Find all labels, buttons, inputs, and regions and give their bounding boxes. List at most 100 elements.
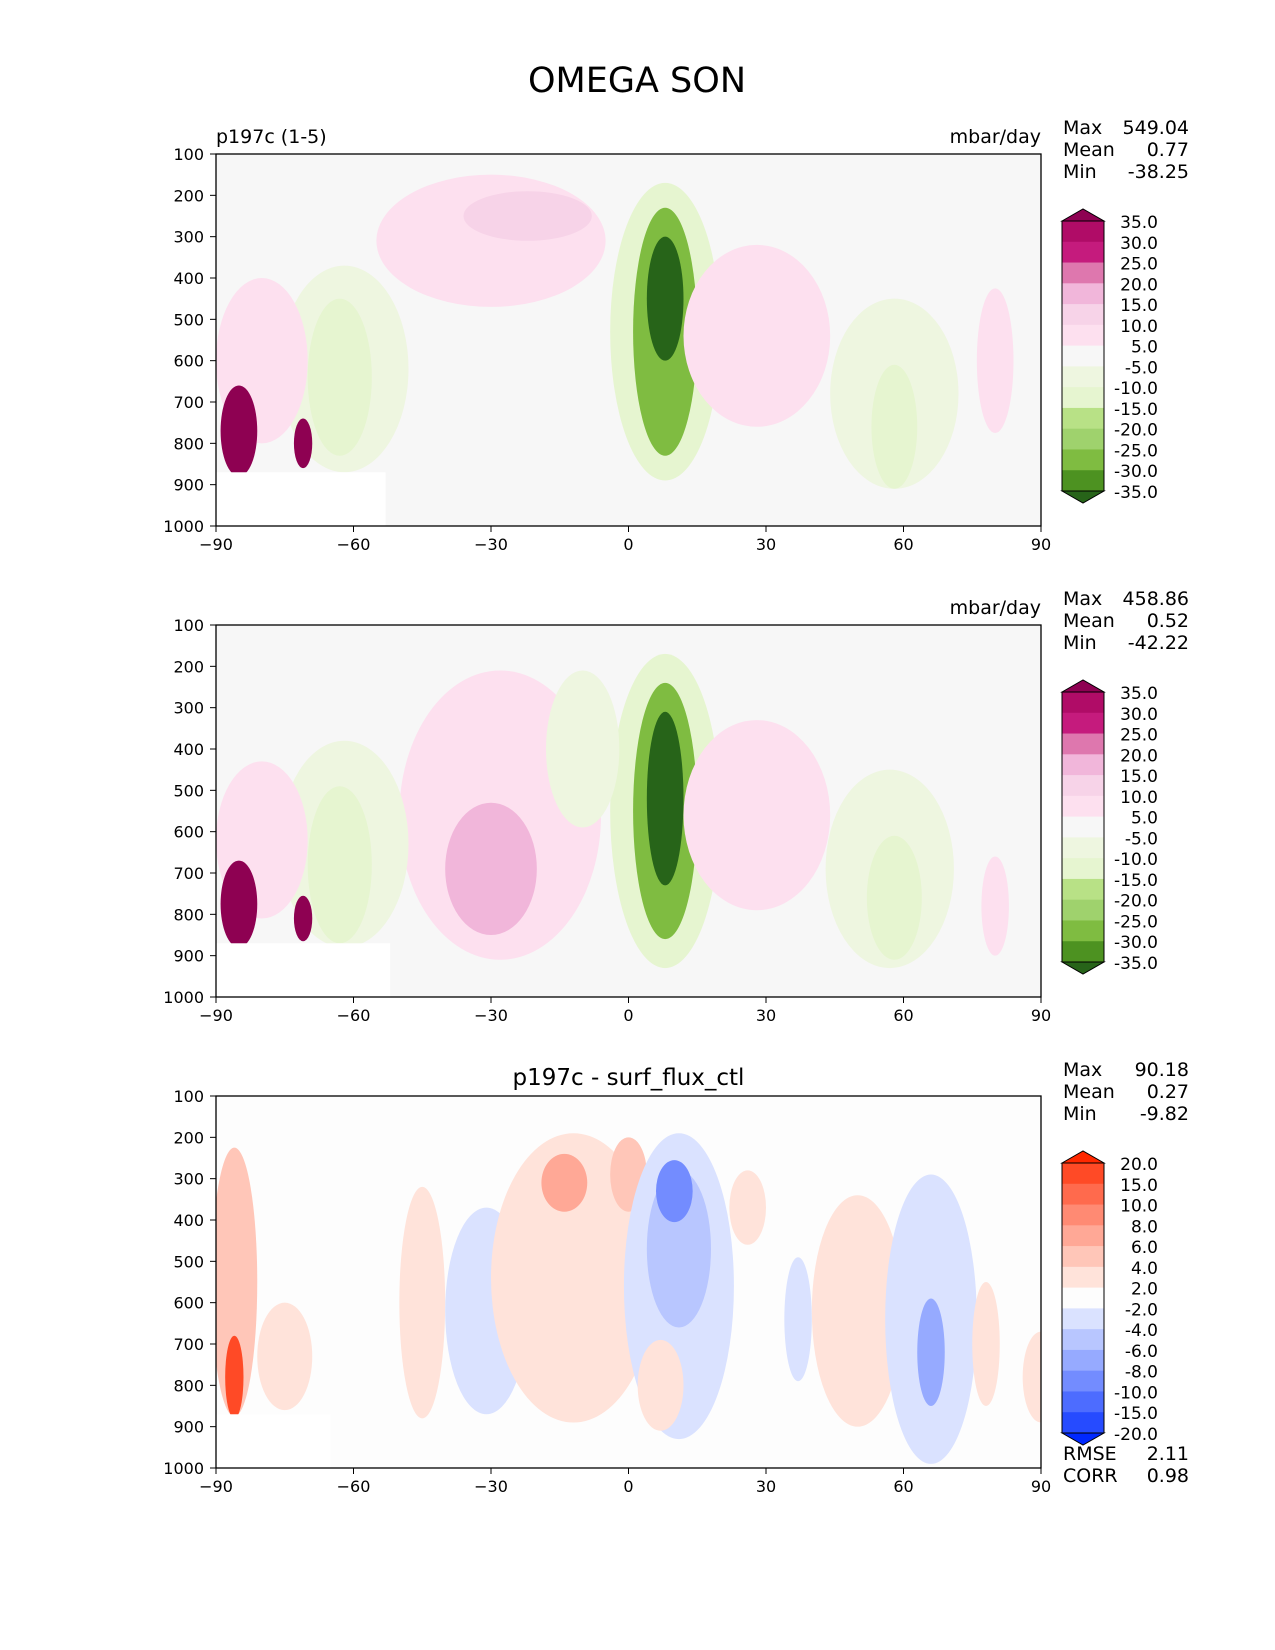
x-tick-label: 0	[623, 1477, 633, 1496]
contour-feature	[646, 236, 684, 361]
field	[216, 625, 1041, 997]
colorbar-segment	[1062, 345, 1104, 367]
x-tick-label: 60	[893, 535, 913, 554]
colorbar: 35.030.025.020.015.010.05.0-5.0-10.0-15.…	[1060, 208, 1158, 504]
colorbar-segment	[1062, 712, 1104, 735]
contour-feature	[646, 711, 684, 886]
stat-label: Min	[1063, 632, 1097, 654]
colorbar-segment	[1062, 941, 1104, 963]
x-tick-label: 90	[1031, 1477, 1051, 1496]
panel-model: −90 −60 −30 0 30 60 90 100 200 300 400 500 600 700 800…	[163, 117, 1189, 554]
x-tick-label: 60	[893, 1477, 913, 1496]
y-tick-label: 1000	[163, 517, 204, 536]
contour-feature	[376, 174, 606, 307]
colorbar-tick-label: 10.0	[1120, 1197, 1158, 1217]
colorbar-extend-max	[1060, 208, 1106, 222]
y-tick-label: 900	[173, 947, 204, 966]
colorbar-tick-label: -4.0	[1125, 1321, 1158, 1341]
colorbar-tick-label: 20.0	[1120, 1155, 1158, 1175]
y-tick-label: 300	[173, 228, 204, 247]
y-tick-label: 1000	[163, 1459, 204, 1478]
x-tick-label: −90	[199, 1477, 233, 1496]
colorbar: 35.030.025.020.015.010.05.0-5.0-10.0-15.…	[1060, 679, 1158, 975]
colorbar-tick-label: 8.0	[1131, 1217, 1158, 1237]
y-tick-label: 700	[173, 1335, 204, 1354]
colorbar-tick-label: 20.0	[1120, 746, 1158, 766]
colorbar-tick-label: -15.0	[1114, 871, 1158, 891]
colorbar-tick-label: 10.0	[1120, 317, 1158, 337]
y-tick-label: 600	[173, 823, 204, 842]
contour-feature	[637, 1339, 684, 1431]
colorbar-tick-label: -25.0	[1114, 912, 1158, 932]
x-tick-label: 30	[756, 535, 776, 554]
colorbar-extend-min	[1060, 961, 1106, 975]
colorbar-tick-label: 25.0	[1120, 726, 1158, 746]
y-tick-label: 900	[173, 476, 204, 495]
stat-value: 0.77	[1147, 139, 1189, 161]
figure-title: OMEGA SON	[528, 61, 746, 101]
panel-center-title: p197c - surf_flux_ctl	[513, 1065, 745, 1091]
colorbar-tick-label: 35.0	[1120, 213, 1158, 233]
colorbar-frame	[1061, 220, 1105, 492]
contour-feature	[917, 1298, 945, 1407]
y-tick-label: 500	[173, 1252, 204, 1271]
footer-stat-value: 2.11	[1147, 1443, 1189, 1465]
panel-reference: −90 −60 −30 0 30 60 90 100 200 300 400 500 600 700 800…	[163, 588, 1189, 1025]
contour-feature	[293, 418, 313, 469]
colorbar-segment	[1062, 754, 1104, 776]
contour-feature	[656, 1160, 693, 1223]
colorbar-tick-label: 30.0	[1120, 234, 1158, 254]
stat-value: 549.04	[1123, 117, 1189, 139]
field	[216, 1096, 1041, 1468]
colorbar-segment	[1062, 324, 1104, 347]
y-tick-label: 200	[173, 657, 204, 676]
colorbar-segment	[1062, 1308, 1104, 1330]
y-tick-label: 400	[173, 1211, 204, 1230]
stat-label: Min	[1063, 161, 1097, 183]
colorbar-tick-label: -10.0	[1114, 379, 1158, 399]
y-tick-label: 700	[173, 864, 204, 883]
contour-feature	[981, 856, 1009, 956]
colorbar-segment	[1062, 1349, 1104, 1372]
colorbar-segment	[1062, 1370, 1104, 1392]
stat-label: Min	[1063, 1103, 1097, 1125]
colorbar-tick-label: -6.0	[1125, 1342, 1158, 1362]
x-tick-label: 60	[893, 1006, 913, 1025]
colorbar-tick-label: 5.0	[1131, 338, 1158, 358]
colorbar-segment	[1062, 1329, 1104, 1351]
colorbar-segment	[1062, 733, 1104, 755]
contour-feature	[1022, 1331, 1041, 1423]
panel-units: mbar/day	[950, 126, 1041, 148]
contour-feature	[729, 1170, 767, 1245]
contour-feature	[546, 670, 620, 828]
colorbar-segment	[1062, 816, 1104, 838]
colorbar-segment	[1062, 262, 1104, 284]
colorbar-segment	[1062, 221, 1104, 243]
colorbar-tick-label: 10.0	[1120, 788, 1158, 808]
colorbar-segment	[1062, 304, 1104, 326]
colorbar-tick-label: 6.0	[1131, 1238, 1158, 1258]
y-tick-label: 200	[173, 186, 204, 205]
stat-value: 0.52	[1147, 610, 1189, 632]
contour-feature	[216, 1147, 258, 1417]
stat-label: Max	[1063, 117, 1102, 139]
contour-feature	[541, 1153, 588, 1212]
colorbar-tick-label: 5.0	[1131, 809, 1158, 829]
colorbar-segment	[1062, 366, 1104, 388]
x-tick-label: −30	[474, 535, 508, 554]
colorbar-tick-label: 30.0	[1120, 705, 1158, 725]
contour-feature	[784, 1257, 812, 1382]
colorbar: 20.015.010.08.06.04.02.0-2.0-4.0-6.0-8.0…	[1060, 1150, 1158, 1446]
colorbar-extend-max	[1060, 1150, 1106, 1164]
missing-data-mask	[216, 1414, 331, 1468]
colorbar-segment	[1062, 1266, 1104, 1289]
y-tick-label: 100	[173, 1087, 204, 1106]
x-tick-label: 30	[756, 1477, 776, 1496]
footer-stat-label: CORR	[1063, 1465, 1118, 1487]
contour-feature	[972, 1282, 1000, 1406]
missing-data-mask	[216, 472, 386, 526]
colorbar-segment	[1062, 837, 1104, 859]
colorbar-segment	[1062, 241, 1104, 264]
y-tick-label: 500	[173, 310, 204, 329]
